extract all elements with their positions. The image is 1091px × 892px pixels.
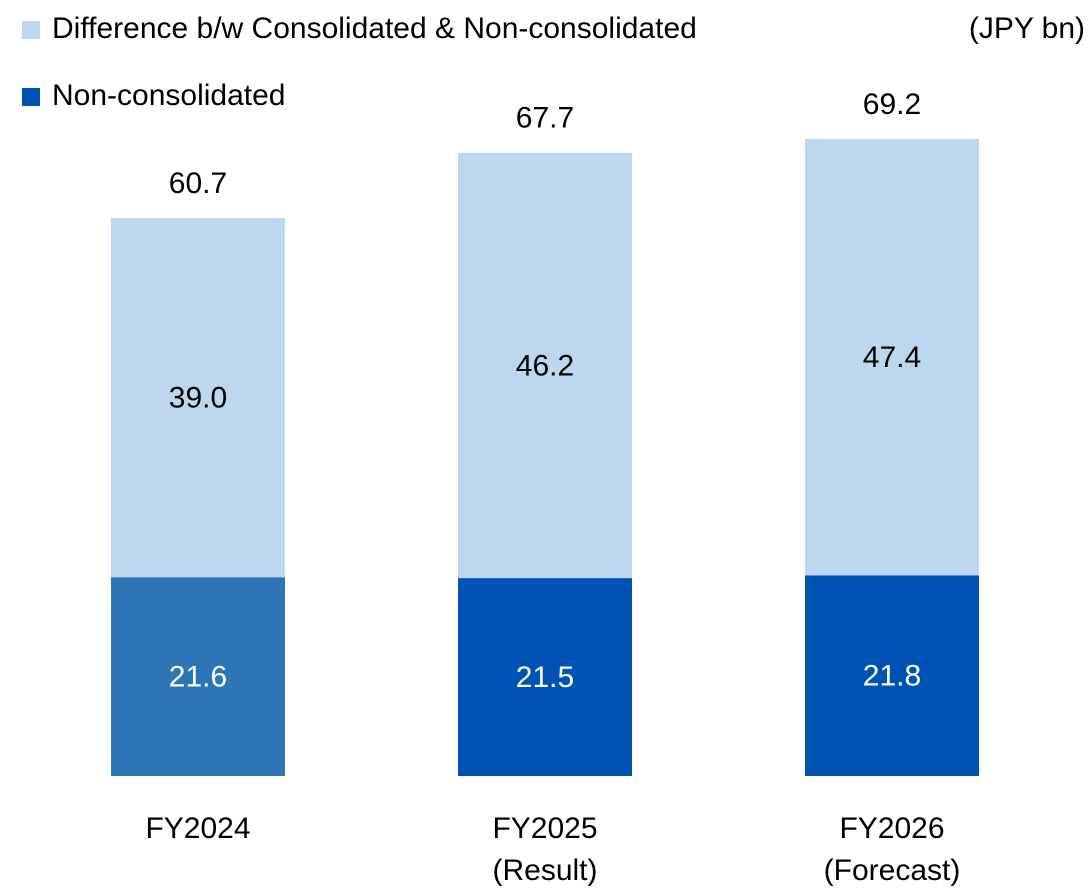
x-tick-label: FY2026 (Forecast) [823, 812, 961, 887]
legend-swatch [22, 21, 40, 39]
value-label: 47.4 [863, 341, 921, 374]
value-label: 39.0 [169, 382, 227, 415]
legend-label: Difference b/w Consolidated & Non-consol… [52, 12, 697, 45]
legend-label: Non-consolidated [52, 79, 285, 112]
bar-segment [111, 218, 285, 578]
bar-segment [458, 578, 632, 776]
bar-segment [805, 139, 979, 576]
value-label: 46.2 [516, 349, 574, 382]
total-label: 67.7 [516, 102, 574, 135]
total-label: 69.2 [863, 88, 921, 121]
value-label: 21.8 [863, 660, 921, 693]
bar-segment [458, 152, 632, 579]
bar-segment [111, 577, 285, 776]
legend-swatch [22, 88, 40, 106]
x-tick-label: FY2024 [145, 812, 251, 845]
unit-label: (JPY bn) [969, 12, 1085, 45]
x-tick-label: FY2025 (Result) [492, 812, 598, 887]
value-label: 21.5 [516, 661, 574, 694]
total-label: 60.7 [169, 167, 227, 200]
value-label: 21.6 [169, 661, 227, 694]
bar-segment [805, 575, 979, 776]
